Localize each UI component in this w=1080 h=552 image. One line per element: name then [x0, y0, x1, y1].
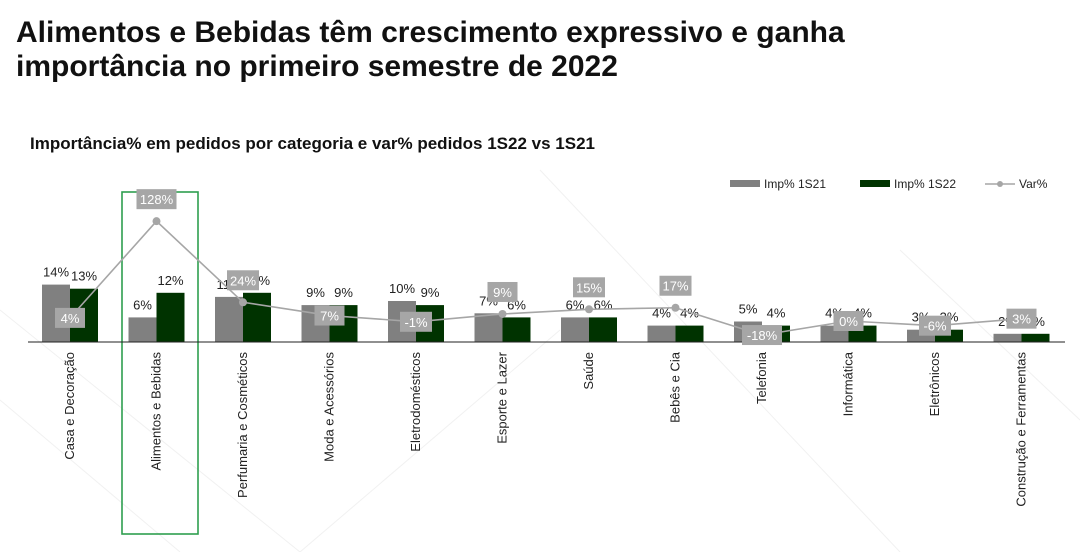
var-label-box-informatica	[833, 311, 864, 331]
label-imp-1s22-saude: 6%	[594, 297, 613, 312]
var-label-casa-e-decoracao: 4%	[61, 311, 80, 326]
category-label-perfumaria-e-cosmeticos: Perfumaria e Cosméticos	[235, 352, 250, 498]
category-label-construcao-e-ferramentas: Construção e Ferramentas	[1014, 352, 1029, 507]
var-point-saude	[585, 305, 593, 314]
var-label-box-construcao-e-ferramentas	[1006, 308, 1037, 329]
label-imp-1s22-telefonia: 4%	[767, 306, 786, 321]
category-label-esporte-e-lazer: Esporte e Lazer	[495, 351, 510, 443]
var-label-construcao-e-ferramentas: 3%	[1012, 312, 1031, 327]
var-label-box-moda-e-acessorios	[314, 305, 345, 326]
bar-imp-1s22-construcao-e-ferramentas	[1021, 333, 1050, 342]
var-label-box-eletrodomesticos	[400, 311, 432, 332]
var-label-esporte-e-lazer: 9%	[493, 285, 512, 300]
category-labels: Casa e Decoração Alimentos e Bebidas Perfu…	[62, 351, 1029, 506]
var-point-alimentos-e-bebidas	[152, 217, 161, 226]
chart-title: Importância% em pedidos por categoria e …	[30, 134, 595, 153]
category-label-alimentos-e-bebidas: Alimentos e Bebidas	[149, 352, 164, 471]
bar-imp-1s22-saude	[589, 317, 617, 342]
label-imp-1s22-eletrodomesticos: 9%	[421, 285, 440, 300]
var-label-bebes-e-cia: 17%	[662, 279, 688, 294]
background-decor	[0, 169, 1080, 552]
legend-label-imp-1s22: Imp% 1S22	[894, 177, 956, 191]
var-label-telefonia: -18%	[747, 328, 778, 343]
category-label-saude: Saúde	[581, 352, 596, 390]
decor-line	[299, 329, 561, 552]
bar-imp-1s21-construcao-e-ferramentas	[993, 333, 1022, 342]
legend-swatch-imp-1s22	[860, 180, 890, 187]
category-label-eletrodomesticos: Eletrodomésticos	[408, 352, 423, 452]
var-label-box-saude	[573, 277, 605, 298]
label-imp-1s22-alimentos-e-bebidas: 12%	[157, 273, 183, 288]
decor-line	[539, 169, 901, 552]
label-imp-1s21-alimentos-e-bebidas: 6%	[133, 297, 152, 312]
var-label-eletrodomesticos: -1%	[404, 315, 428, 330]
bar-imp-1s22-bebes-e-cia	[675, 325, 704, 342]
legend-marker-var	[997, 181, 1003, 187]
decor-line	[0, 399, 181, 552]
decor-line	[899, 249, 1080, 421]
var-label-box-casa-e-decoracao	[55, 307, 85, 328]
var-label-saude: 15%	[576, 280, 602, 295]
bar-imp-1s21-perfumaria-e-cosmeticos	[215, 296, 243, 342]
bar-imp-1s22-esporte-e-lazer	[502, 317, 531, 342]
var-label-box-eletronicos	[919, 315, 951, 336]
var-label-eletronicos: -6%	[923, 319, 947, 334]
legend: Imp% 1S21 Imp% 1S22 Var%	[730, 177, 1048, 191]
legend-label-imp-1s21: Imp% 1S21	[764, 177, 826, 191]
var-line-series: 4% 128% 24% 7% -1% 9% 15% 17% -18% 0% -6% 3%	[55, 189, 1037, 346]
bar-imp-1s21-alimentos-e-bebidas	[128, 317, 157, 342]
var-label-perfumaria-e-cosmeticos: 24%	[230, 273, 256, 288]
var-label-moda-e-acessorios: 7%	[320, 309, 339, 324]
var-label-box-telefonia	[742, 325, 782, 346]
var-line	[69, 220, 1022, 336]
label-imp-1s21-casa-e-decoracao: 14%	[43, 265, 69, 280]
var-label-alimentos-e-bebidas: 128%	[140, 192, 174, 207]
var-label-box-alimentos-e-bebidas	[136, 189, 177, 210]
category-label-bebes-e-cia: Bebês e Cia	[668, 351, 683, 423]
category-label-informatica: Informática	[841, 351, 856, 416]
label-imp-1s21-telefonia: 5%	[739, 302, 758, 317]
bars	[42, 284, 1050, 342]
bar-imp-1s21-bebes-e-cia	[647, 325, 676, 342]
label-imp-1s21-moda-e-acessorios: 9%	[306, 285, 325, 300]
bar-imp-1s21-saude	[561, 317, 589, 342]
bar-imp-1s22-perfumaria-e-cosmeticos	[243, 292, 271, 342]
var-label-informatica: 0%	[839, 314, 858, 329]
label-imp-1s21-saude: 6%	[566, 297, 585, 312]
page-headline: Alimentos e Bebidas têm crescimento expr…	[16, 16, 845, 83]
category-label-casa-e-decoracao: Casa e Decoração	[62, 352, 77, 460]
var-point-bebes-e-cia	[671, 303, 680, 312]
bar-labels: 14%13%6%12%11%12%9%9%10%9%7%6%6%6%4%4%5%…	[43, 265, 1045, 329]
category-label-telefonia: Telefonia	[754, 351, 769, 404]
decor-line	[0, 309, 301, 552]
label-imp-1s21-eletrodomesticos: 10%	[389, 281, 415, 296]
label-imp-1s22-casa-e-decoracao: 13%	[71, 269, 97, 284]
var-label-box-perfumaria-e-cosmeticos	[227, 270, 259, 291]
label-imp-1s22-moda-e-acessorios: 9%	[334, 285, 353, 300]
var-label-box-bebes-e-cia	[659, 275, 692, 296]
bar-imp-1s22-alimentos-e-bebidas	[156, 292, 185, 342]
legend-swatch-imp-1s21	[730, 180, 760, 187]
bar-imp-1s21-esporte-e-lazer	[474, 313, 503, 342]
var-label-box-esporte-e-lazer	[487, 281, 518, 302]
category-label-moda-e-acessorios: Moda e Acessórios	[322, 352, 337, 462]
var-point-esporte-e-lazer	[498, 309, 507, 318]
label-imp-1s22-bebes-e-cia: 4%	[680, 306, 699, 321]
var-point-perfumaria-e-cosmeticos	[239, 298, 247, 307]
legend-label-var: Var%	[1019, 177, 1048, 191]
label-imp-1s21-bebes-e-cia: 4%	[652, 306, 671, 321]
category-label-eletronicos: Eletrônicos	[927, 352, 942, 417]
